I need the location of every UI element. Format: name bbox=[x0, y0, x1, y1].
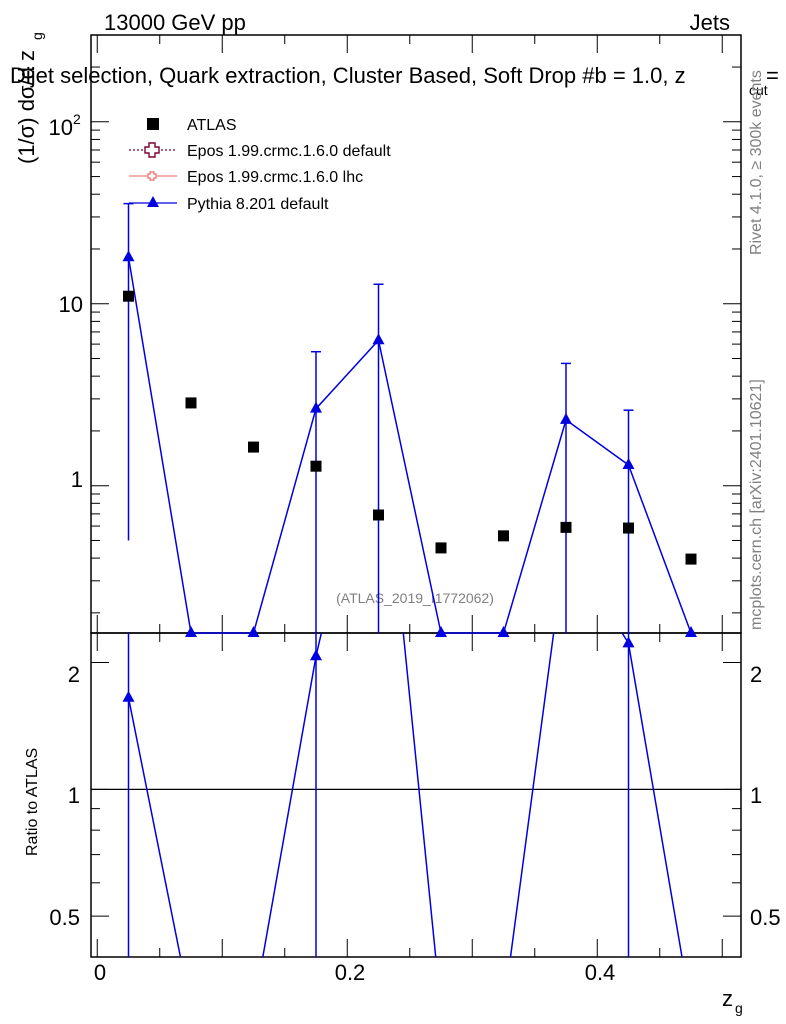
atlas-data-point bbox=[623, 522, 634, 534]
x-axis-title-sub: g bbox=[735, 1000, 743, 1016]
main-y-axis-title-sub: g bbox=[29, 32, 45, 40]
xtick-label-0p2: 0.2 bbox=[335, 960, 366, 985]
ratio-ytick-label-2-right: 2 bbox=[750, 662, 762, 687]
pythia-main-point bbox=[560, 412, 572, 424]
legend-epos-default-label: Epos 1.99.crmc.1.6.0 default bbox=[187, 143, 391, 160]
ratio-y-axis-title: Ratio to ATLAS bbox=[24, 748, 41, 856]
pythia-ratio-point bbox=[122, 690, 135, 702]
pythia-main-point bbox=[685, 626, 697, 637]
ratio-panel-frame bbox=[90, 632, 742, 958]
pythia-main-point bbox=[372, 333, 385, 345]
legend-epos-lhc-marker bbox=[147, 171, 157, 181]
pythia-main-point bbox=[185, 626, 197, 637]
plot-title-sub: cut bbox=[749, 82, 768, 98]
plot-title-end: = bbox=[766, 63, 779, 88]
pythia-main-point bbox=[247, 626, 260, 637]
atlas-data-point bbox=[435, 542, 447, 554]
header-jets-label: Jets bbox=[690, 10, 730, 35]
atlas-data-point bbox=[498, 530, 509, 542]
legend: ATLAS Epos 1.99.crmc.1.6.0 default Epos … bbox=[129, 117, 391, 213]
mcplots-source-label: mcplots.cern.ch [arXiv:2401.10621] bbox=[748, 379, 765, 630]
pythia-main-point bbox=[310, 401, 322, 413]
main-atlas-series bbox=[123, 290, 697, 565]
xtick-label-0: 0 bbox=[94, 960, 106, 985]
atlas-data-point bbox=[310, 460, 322, 472]
main-y-axis-title-text: (1/σ) dσ/d z bbox=[14, 50, 39, 164]
plot-title-text: Dijet selection, Quark extraction, Clust… bbox=[10, 63, 686, 88]
pythia-ratio-point bbox=[622, 636, 635, 648]
ratio-ytick-label-2: 2 bbox=[68, 662, 80, 687]
main-y-axis-title: (1/σ) dσ/d z g bbox=[14, 32, 45, 164]
ratio-ytick-label-0p5-right: 0.5 bbox=[750, 905, 781, 930]
atlas-data-point bbox=[685, 553, 697, 565]
atlas-data-point bbox=[560, 521, 572, 533]
atlas-data-point bbox=[123, 290, 134, 302]
legend-atlas-marker bbox=[147, 118, 159, 130]
analysis-watermark: (ATLAS_2019_I1772062) bbox=[336, 590, 494, 606]
legend-epos-default-marker bbox=[144, 142, 160, 158]
header-energy-label: 13000 GeV pp bbox=[104, 10, 246, 35]
atlas-data-point bbox=[248, 441, 259, 453]
main-ytick-exponent: 2 bbox=[73, 111, 81, 127]
ratio-axis-ticks bbox=[91, 633, 741, 958]
rivet-version-label: Rivet 4.1.0, ≥ 300k events bbox=[748, 70, 765, 255]
main-ytick-label-1: 1 bbox=[71, 467, 83, 492]
main-axis-ticks bbox=[91, 34, 741, 633]
atlas-data-point bbox=[185, 397, 197, 409]
ratio-ytick-label-0p5: 0.5 bbox=[49, 905, 80, 930]
pythia-main-point bbox=[497, 626, 510, 637]
pythia-ratio-point bbox=[310, 649, 322, 661]
pythia-ratio-line bbox=[127, 633, 683, 957]
ratio-ytick-label-1: 1 bbox=[68, 783, 80, 808]
legend-pythia-marker bbox=[147, 196, 159, 207]
ratio-ytick-label-1-right: 1 bbox=[750, 783, 762, 808]
main-ytick-label-100: 10 bbox=[49, 115, 73, 140]
legend-atlas-label: ATLAS bbox=[187, 117, 237, 134]
main-ytick-label-10: 10 bbox=[59, 292, 83, 317]
legend-epos-lhc-label: Epos 1.99.crmc.1.6.0 lhc bbox=[187, 169, 363, 186]
pythia-main-line bbox=[127, 257, 692, 634]
x-axis-title: z bbox=[722, 986, 733, 1011]
ratio-clipped-group bbox=[122, 633, 683, 957]
legend-pythia-label: Pythia 8.201 default bbox=[187, 196, 329, 213]
pythia-main-point bbox=[435, 626, 447, 637]
main-pythia-series bbox=[122, 202, 697, 637]
pythia-main-point bbox=[122, 250, 135, 262]
ratio-series bbox=[91, 633, 741, 957]
plot-title: Dijet selection, Quark extraction, Clust… bbox=[10, 63, 779, 98]
pythia-main-point bbox=[622, 457, 635, 469]
atlas-data-point bbox=[373, 509, 384, 521]
xtick-label-0p4: 0.4 bbox=[585, 960, 616, 985]
